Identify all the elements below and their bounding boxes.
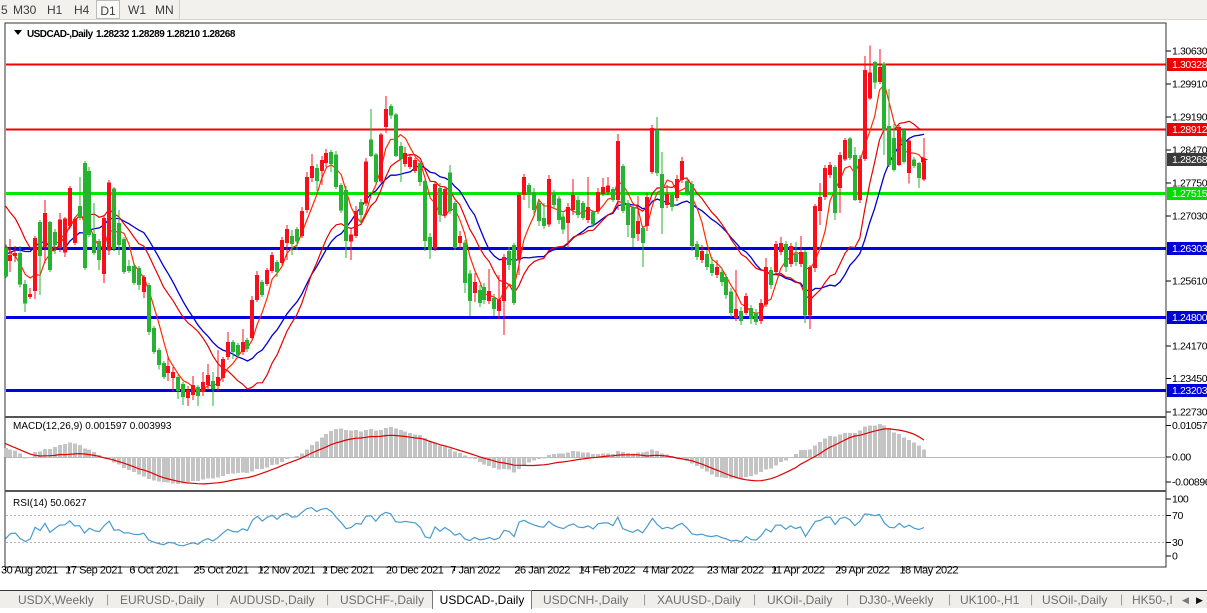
svg-text:25 Oct 2021: 25 Oct 2021 xyxy=(194,565,249,577)
svg-text:70: 70 xyxy=(1172,510,1183,522)
svg-text:1.27750: 1.27750 xyxy=(1172,178,1207,190)
svg-text:7 Jan 2022: 7 Jan 2022 xyxy=(450,565,500,577)
svg-text:14 Feb 2022: 14 Feb 2022 xyxy=(579,565,636,577)
svg-text:1.30630: 1.30630 xyxy=(1172,46,1207,58)
svg-text:1.24800: 1.24800 xyxy=(1172,312,1207,324)
svg-text:20 Dec 2021: 20 Dec 2021 xyxy=(386,565,444,577)
svg-text:29 Apr 2022: 29 Apr 2022 xyxy=(835,565,890,577)
svg-text:1.28268: 1.28268 xyxy=(1172,154,1207,166)
svg-text:18 May 2022: 18 May 2022 xyxy=(899,565,958,577)
svg-text:1.27515: 1.27515 xyxy=(1172,188,1207,200)
svg-text:1.27030: 1.27030 xyxy=(1172,211,1207,223)
svg-text:1.24170: 1.24170 xyxy=(1172,341,1207,353)
svg-text:1.22730: 1.22730 xyxy=(1172,407,1207,419)
svg-text:6 Oct 2021: 6 Oct 2021 xyxy=(129,565,179,577)
svg-text:USDCAD-,Daily: USDCAD-,Daily xyxy=(27,29,94,40)
svg-text:RSI(14) 50.0627: RSI(14) 50.0627 xyxy=(13,498,87,509)
svg-text:26 Jan 2022: 26 Jan 2022 xyxy=(514,565,570,577)
svg-text:17 Sep 2021: 17 Sep 2021 xyxy=(65,565,123,577)
svg-text:MACD(12,26,9) 0.001597 0.00399: MACD(12,26,9) 0.001597 0.003993 xyxy=(13,421,172,432)
svg-text:1 Dec 2021: 1 Dec 2021 xyxy=(322,565,374,577)
svg-text:1.30328: 1.30328 xyxy=(1172,59,1207,71)
svg-text:4 Mar 2022: 4 Mar 2022 xyxy=(643,565,694,577)
svg-text:1.28232 1.28289 1.28210 1.2826: 1.28232 1.28289 1.28210 1.28268 xyxy=(96,29,236,40)
svg-text:11 Apr 2022: 11 Apr 2022 xyxy=(771,565,825,577)
svg-text:1.23203: 1.23203 xyxy=(1172,385,1207,397)
svg-text:0.010578: 0.010578 xyxy=(1172,420,1207,432)
svg-text:1.23450: 1.23450 xyxy=(1172,373,1207,385)
svg-text:30: 30 xyxy=(1172,537,1183,549)
svg-text:1.25610: 1.25610 xyxy=(1172,276,1207,288)
svg-text:100: 100 xyxy=(1172,494,1189,506)
svg-text:0: 0 xyxy=(1172,551,1178,563)
svg-text:-0.00896: -0.00896 xyxy=(1172,477,1207,489)
svg-text:30 Aug 2021: 30 Aug 2021 xyxy=(1,565,58,577)
svg-text:1.29910: 1.29910 xyxy=(1172,79,1207,91)
svg-text:1.26303: 1.26303 xyxy=(1172,243,1207,255)
svg-text:12 Nov 2021: 12 Nov 2021 xyxy=(258,565,316,577)
svg-text:23 Mar 2022: 23 Mar 2022 xyxy=(707,565,764,577)
svg-text:0.00: 0.00 xyxy=(1172,452,1191,464)
svg-text:1.29190: 1.29190 xyxy=(1172,112,1207,124)
svg-text:1.28912: 1.28912 xyxy=(1172,124,1207,136)
